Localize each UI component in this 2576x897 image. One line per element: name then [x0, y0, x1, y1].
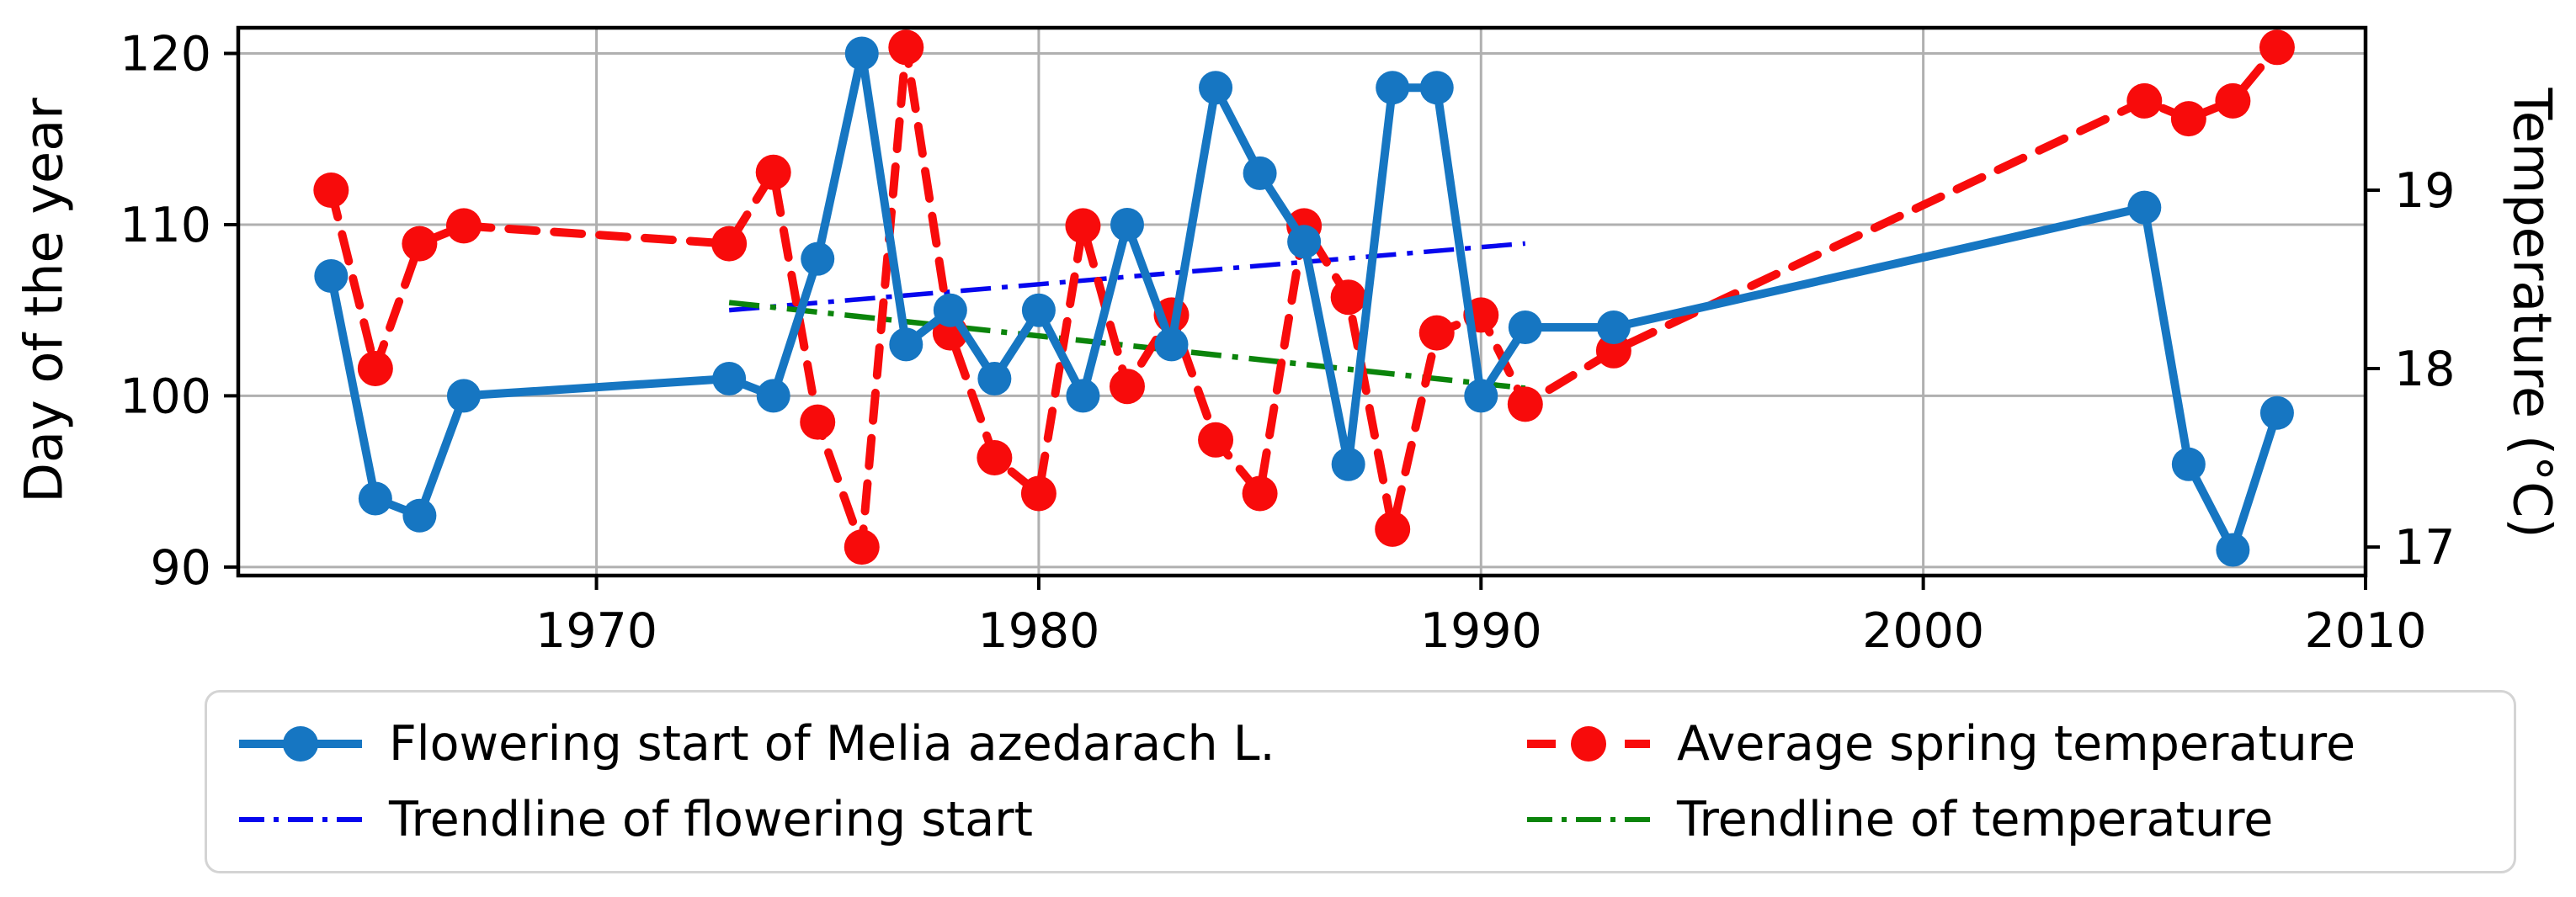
- legend-label-flowering-start: Flowering start of Melia azedarach L.: [389, 716, 1275, 772]
- legend-sample-dashed-marker-icon: [1527, 726, 1650, 762]
- data-point-flowering-1982: [1110, 208, 1144, 242]
- data-point-temperature-1987: [1330, 279, 1366, 316]
- legend-sample-dashdot-blue-icon: [239, 817, 362, 822]
- y-right-tick-label-18: 18: [2394, 342, 2456, 397]
- legend-marker-dot-icon: [1571, 726, 1606, 762]
- y-left-tick-label-100: 100: [120, 369, 211, 424]
- data-point-flowering-2006: [2171, 447, 2206, 481]
- y-right-tick-label-19: 19: [2394, 163, 2456, 219]
- legend-item-trend-flowering: Trendline of flowering start: [237, 792, 1525, 847]
- data-point-temperature-1989: [1418, 315, 1455, 351]
- data-point-temperature-1965: [357, 351, 393, 386]
- data-point-temperature-2005: [2126, 82, 2163, 119]
- data-point-flowering-1991: [1508, 310, 1542, 344]
- data-point-temperature-1975: [800, 404, 836, 440]
- data-point-temperature-1993: [1595, 332, 1631, 369]
- data-point-flowering-1964: [314, 259, 349, 293]
- data-point-temperature-1976: [844, 529, 880, 565]
- data-point-temperature-1966: [402, 226, 438, 262]
- legend-label-spring-temperature: Average spring temperature: [1677, 716, 2356, 772]
- data-point-temperature-2006: [2170, 101, 2206, 137]
- x-tick-label-2000: 2000: [1862, 603, 1984, 659]
- y-right-tick-label-17: 17: [2394, 520, 2456, 576]
- data-point-flowering-1966: [402, 498, 437, 533]
- series-line-flowering: [327, 49, 2281, 555]
- data-point-temperature-2008: [2259, 29, 2295, 66]
- data-point-flowering-1988: [1376, 71, 1410, 105]
- data-point-temperature-1973: [711, 226, 748, 262]
- x-tick-label-1970: 1970: [535, 603, 657, 659]
- data-point-flowering-2007: [2216, 533, 2250, 567]
- legend: Flowering start of Melia azedarach L. Av…: [205, 690, 2516, 873]
- data-point-flowering-1978: [933, 293, 967, 327]
- y-left-tick-label-90: 90: [150, 540, 211, 596]
- legend-label-trend-temperature: Trendline of temperature: [1677, 792, 2274, 847]
- data-point-flowering-1983: [1154, 327, 1189, 362]
- data-point-flowering-1989: [1419, 71, 1454, 105]
- data-point-temperature-1981: [1065, 208, 1101, 244]
- series-line-temperature: [327, 43, 2281, 552]
- x-tick-label-1990: 1990: [1420, 603, 1542, 659]
- data-point-flowering-2008: [2259, 395, 2294, 430]
- legend-item-spring-temperature: Average spring temperature: [1525, 716, 2505, 772]
- data-point-temperature-1967: [445, 208, 482, 244]
- data-point-flowering-1965: [358, 481, 392, 516]
- legend-label-trend-flowering: Trendline of flowering start: [389, 792, 1033, 847]
- data-point-flowering-1973: [712, 362, 747, 395]
- data-point-flowering-1979: [977, 362, 1012, 395]
- data-point-flowering-1980: [1021, 293, 1056, 327]
- data-point-flowering-2005: [2127, 190, 2162, 225]
- x-tick-label-2010: 2010: [2304, 603, 2426, 659]
- legend-item-trend-temperature: Trendline of temperature: [1525, 792, 2505, 847]
- data-point-flowering-1993: [1596, 310, 1631, 344]
- data-point-temperature-1974: [755, 154, 791, 190]
- data-point-temperature-1982: [1109, 369, 1145, 405]
- data-point-flowering-1987: [1331, 447, 1365, 481]
- data-point-flowering-1985: [1243, 156, 1277, 190]
- legend-sample-dashdot-green-icon: [1527, 817, 1650, 822]
- legend-sample-line-marker-icon: [239, 726, 362, 762]
- left-axis-title: Day of the year: [13, 98, 75, 503]
- data-point-temperature-1977: [888, 29, 924, 66]
- data-point-temperature-1980: [1020, 475, 1056, 512]
- data-point-temperature-1991: [1507, 386, 1543, 422]
- data-point-temperature-2007: [2215, 82, 2251, 119]
- data-point-temperature-1985: [1242, 475, 1278, 512]
- data-point-flowering-1975: [801, 242, 835, 276]
- data-point-temperature-1964: [313, 172, 349, 208]
- data-point-temperature-1979: [977, 440, 1013, 475]
- y-left-tick-label-120: 120: [120, 27, 211, 82]
- data-point-temperature-1984: [1198, 422, 1234, 458]
- data-point-flowering-1986: [1287, 225, 1322, 259]
- legend-item-flowering-start: Flowering start of Melia azedarach L.: [237, 716, 1525, 772]
- data-point-flowering-1990: [1464, 379, 1498, 413]
- data-point-flowering-1967: [446, 379, 481, 413]
- right-axis-title: Temperature (°C): [2501, 88, 2563, 539]
- trendline-flowering: [728, 241, 1526, 313]
- plot-border: [236, 25, 2368, 578]
- y-left-tick-label-110: 110: [120, 198, 211, 253]
- trendline-temperature: [728, 300, 1526, 391]
- data-point-flowering-1974: [756, 379, 790, 413]
- data-point-flowering-1976: [844, 36, 879, 71]
- data-point-flowering-1981: [1066, 379, 1100, 413]
- legend-marker-dot-icon: [283, 726, 318, 762]
- data-point-temperature-1988: [1375, 511, 1411, 547]
- x-tick-label-1980: 1980: [977, 603, 1099, 659]
- data-point-flowering-1984: [1199, 71, 1233, 105]
- data-point-flowering-1977: [889, 327, 923, 362]
